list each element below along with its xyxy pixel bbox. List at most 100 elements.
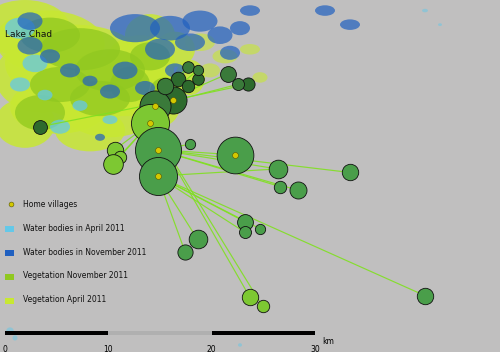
Ellipse shape — [18, 37, 42, 55]
Text: 30: 30 — [310, 345, 320, 352]
Point — [194, 76, 202, 82]
Ellipse shape — [230, 21, 250, 35]
Point — [241, 219, 249, 225]
Point — [7, 201, 15, 207]
Ellipse shape — [238, 343, 242, 347]
Text: Vegetation April 2011: Vegetation April 2011 — [22, 295, 106, 304]
Point — [231, 152, 239, 158]
Ellipse shape — [165, 63, 185, 77]
Ellipse shape — [155, 32, 195, 67]
Point — [421, 293, 429, 298]
Ellipse shape — [185, 33, 215, 51]
Ellipse shape — [85, 53, 165, 116]
Point — [184, 64, 192, 70]
Point — [276, 184, 284, 189]
Point — [181, 249, 189, 254]
Ellipse shape — [252, 72, 268, 83]
Text: 20: 20 — [207, 345, 216, 352]
Text: Lake Chad: Lake Chad — [5, 30, 52, 39]
Text: 0: 0 — [2, 345, 7, 352]
Point — [184, 83, 192, 89]
Text: Water bodies in April 2011: Water bodies in April 2011 — [22, 224, 124, 233]
Bar — [108, 331, 212, 335]
Ellipse shape — [10, 77, 30, 92]
Point — [151, 103, 159, 108]
Point — [294, 187, 302, 193]
Bar — [5, 274, 14, 280]
Ellipse shape — [212, 49, 238, 63]
Ellipse shape — [125, 53, 175, 102]
Point — [161, 83, 169, 89]
Point — [244, 82, 252, 87]
Ellipse shape — [240, 44, 260, 55]
Bar — [5, 250, 14, 256]
Point — [234, 82, 241, 87]
Point — [224, 71, 232, 77]
Ellipse shape — [340, 19, 360, 30]
Bar — [5, 226, 14, 232]
Point — [168, 98, 176, 103]
Ellipse shape — [110, 67, 150, 102]
Bar — [5, 298, 14, 304]
Point — [111, 147, 119, 152]
Ellipse shape — [30, 67, 90, 102]
Point — [168, 98, 176, 103]
Ellipse shape — [102, 115, 118, 124]
Text: km: km — [322, 337, 334, 346]
Ellipse shape — [18, 12, 42, 30]
Ellipse shape — [135, 81, 155, 95]
Text: Vegetation November 2011: Vegetation November 2011 — [22, 271, 128, 281]
Ellipse shape — [40, 49, 60, 63]
Ellipse shape — [0, 0, 70, 56]
Ellipse shape — [82, 76, 98, 86]
Ellipse shape — [65, 88, 155, 137]
Point — [186, 142, 194, 147]
Point — [258, 303, 266, 309]
Point — [154, 147, 162, 152]
Text: Home villages: Home villages — [22, 200, 77, 209]
Bar — [5, 331, 315, 335]
Ellipse shape — [182, 11, 218, 32]
Point — [146, 120, 154, 126]
Point — [256, 226, 264, 232]
Ellipse shape — [145, 39, 175, 60]
Ellipse shape — [10, 77, 110, 134]
Ellipse shape — [95, 134, 105, 141]
Ellipse shape — [220, 46, 240, 60]
Ellipse shape — [12, 335, 18, 341]
Ellipse shape — [55, 109, 125, 151]
Ellipse shape — [20, 18, 80, 53]
Ellipse shape — [130, 42, 170, 70]
Point — [154, 173, 162, 179]
Ellipse shape — [60, 63, 80, 77]
Ellipse shape — [5, 25, 145, 102]
Ellipse shape — [200, 63, 220, 77]
Point — [194, 68, 202, 73]
Point — [246, 295, 254, 300]
Text: 10: 10 — [104, 345, 113, 352]
Ellipse shape — [112, 62, 138, 79]
Ellipse shape — [175, 33, 205, 51]
Ellipse shape — [0, 42, 85, 113]
Ellipse shape — [105, 35, 175, 92]
Point — [346, 170, 354, 175]
Point — [231, 152, 239, 158]
Ellipse shape — [75, 49, 145, 92]
Ellipse shape — [72, 100, 88, 111]
Text: Water bodies in November 2011: Water bodies in November 2011 — [22, 247, 146, 257]
Ellipse shape — [315, 5, 335, 16]
Ellipse shape — [50, 120, 70, 134]
Point — [116, 154, 124, 159]
Ellipse shape — [150, 16, 190, 40]
Point — [194, 237, 202, 242]
Ellipse shape — [100, 84, 120, 99]
Ellipse shape — [438, 23, 442, 26]
Point — [108, 161, 116, 166]
Ellipse shape — [15, 95, 65, 130]
Ellipse shape — [22, 55, 48, 72]
Point — [154, 147, 162, 152]
Point — [241, 230, 249, 235]
Ellipse shape — [208, 26, 233, 44]
Ellipse shape — [30, 56, 150, 120]
Point — [146, 120, 154, 126]
